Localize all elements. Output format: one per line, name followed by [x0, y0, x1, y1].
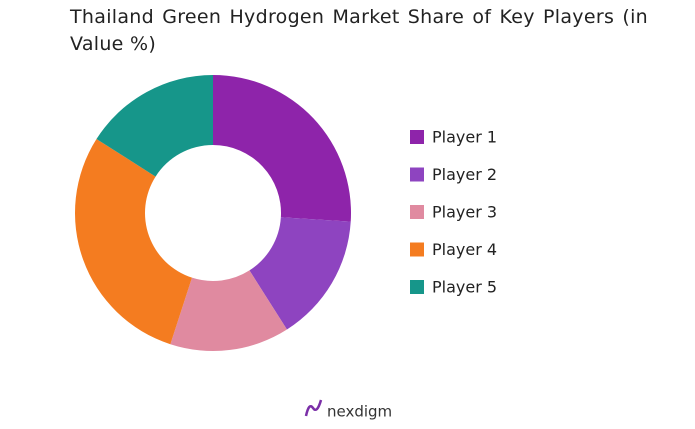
legend-label: Player 4 — [432, 240, 497, 259]
brand-logo — [304, 399, 323, 417]
legend-label: Player 5 — [432, 278, 497, 297]
legend-swatch — [410, 242, 424, 257]
slice — [75, 139, 192, 345]
slice — [213, 75, 351, 222]
legend-swatch — [410, 280, 424, 294]
legend-label: Player 2 — [432, 165, 497, 184]
legend-swatch — [410, 167, 424, 182]
brand-name: nexdigm — [327, 403, 392, 421]
slice — [249, 217, 351, 330]
slice — [170, 270, 287, 351]
legend-label: Player 1 — [432, 128, 497, 147]
legend-swatch — [410, 205, 424, 219]
chart-title: Thailand Green Hydrogen Market Share of … — [70, 6, 648, 55]
legend-label: Player 3 — [432, 203, 497, 222]
legend-swatch — [410, 130, 424, 144]
slice — [96, 75, 213, 177]
